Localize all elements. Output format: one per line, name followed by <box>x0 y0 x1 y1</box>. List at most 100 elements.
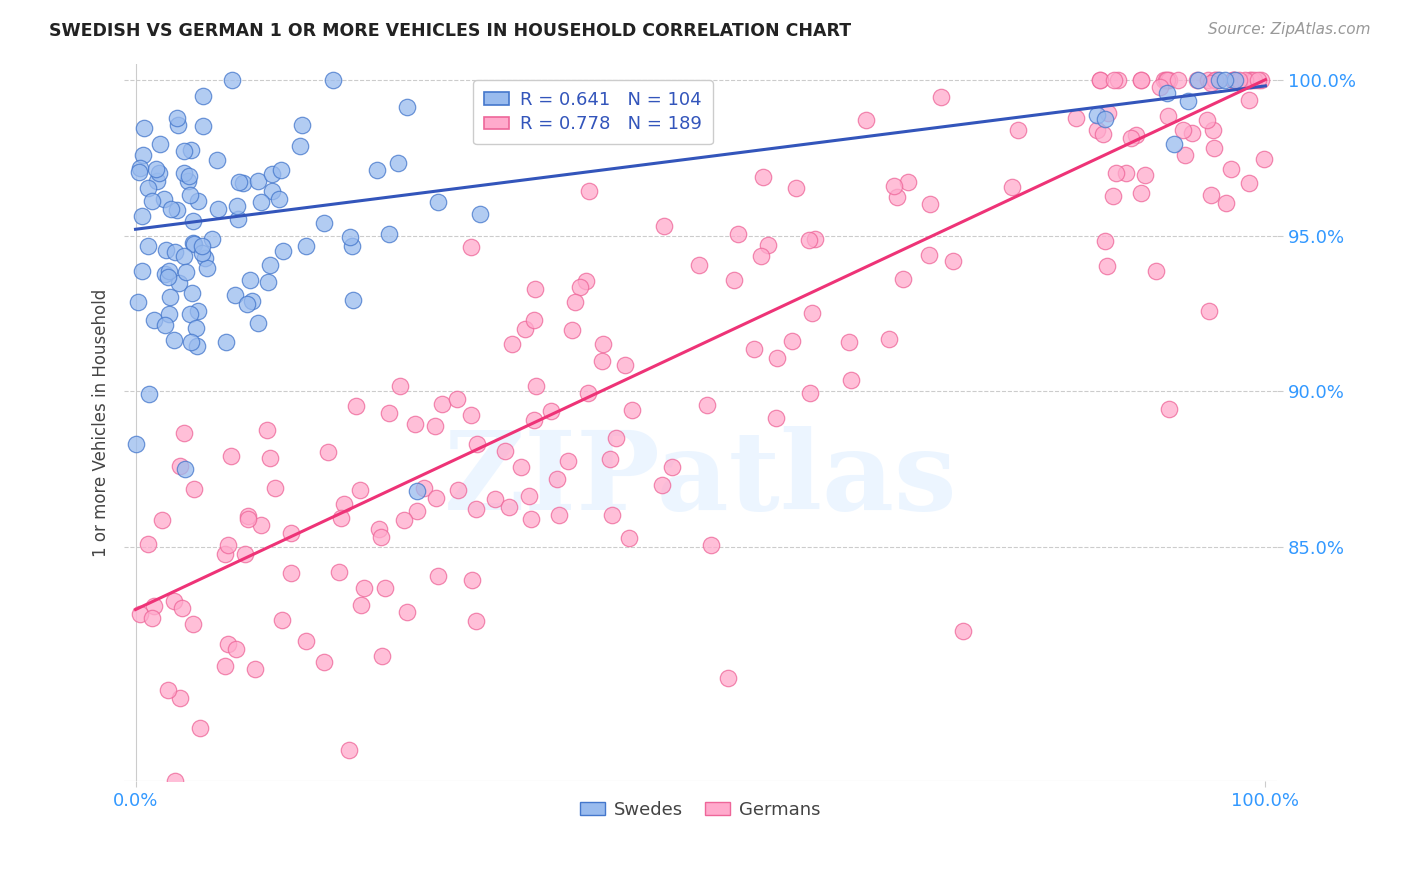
Point <box>225 641 247 656</box>
Point <box>162 333 184 347</box>
Point <box>374 581 396 595</box>
Point <box>688 258 710 272</box>
Point <box>174 462 197 476</box>
Point <box>342 293 364 308</box>
Point <box>179 188 201 202</box>
Point <box>318 445 340 459</box>
Point <box>1130 72 1153 87</box>
Point <box>138 239 160 253</box>
Point <box>727 227 749 241</box>
Point <box>378 407 401 421</box>
Point <box>412 481 434 495</box>
Point <box>181 214 204 228</box>
Point <box>524 378 547 392</box>
Point <box>1234 72 1257 87</box>
Point <box>187 303 209 318</box>
Point <box>183 482 205 496</box>
Point <box>389 379 412 393</box>
Point <box>1204 72 1226 87</box>
Point <box>756 238 779 252</box>
Point <box>1237 93 1260 107</box>
Point <box>804 232 827 246</box>
Point <box>152 192 174 206</box>
Point <box>226 212 249 227</box>
Point <box>470 207 492 221</box>
Point <box>271 244 294 259</box>
Point <box>197 261 219 276</box>
Point <box>619 531 641 545</box>
Point <box>1174 148 1197 162</box>
Point <box>425 491 447 505</box>
Point <box>661 460 683 475</box>
Point <box>1223 72 1246 87</box>
Point <box>312 216 335 230</box>
Point <box>723 273 745 287</box>
Point <box>1085 108 1108 122</box>
Point <box>427 194 450 209</box>
Point <box>148 166 170 180</box>
Point <box>460 240 482 254</box>
Point <box>405 484 427 499</box>
Point <box>146 174 169 188</box>
Point <box>387 155 409 169</box>
Point <box>141 194 163 209</box>
Point <box>1105 166 1128 180</box>
Point <box>1125 128 1147 143</box>
Point <box>260 167 283 181</box>
Point <box>461 573 484 587</box>
Point <box>173 144 195 158</box>
Point <box>288 138 311 153</box>
Point <box>186 339 208 353</box>
Point <box>246 316 269 330</box>
Point <box>136 536 159 550</box>
Point <box>1149 79 1171 94</box>
Point <box>1199 76 1222 90</box>
Point <box>1195 112 1218 127</box>
Point <box>423 418 446 433</box>
Point <box>1202 141 1225 155</box>
Point <box>879 332 901 346</box>
Point <box>1208 72 1230 87</box>
Point <box>156 683 179 698</box>
Point <box>599 452 621 467</box>
Point <box>426 569 449 583</box>
Point <box>245 662 267 676</box>
Point <box>128 164 150 178</box>
Point <box>205 153 228 167</box>
Point <box>131 264 153 278</box>
Point <box>143 599 166 613</box>
Point <box>460 408 482 422</box>
Point <box>169 691 191 706</box>
Point <box>578 184 600 198</box>
Point <box>269 192 291 206</box>
Point <box>217 538 239 552</box>
Point <box>328 565 350 579</box>
Point <box>891 272 914 286</box>
Point <box>613 358 636 372</box>
Point <box>576 386 599 401</box>
Point <box>236 508 259 523</box>
Point <box>1102 189 1125 203</box>
Point <box>396 606 419 620</box>
Point <box>1197 72 1219 87</box>
Point <box>271 613 294 627</box>
Point <box>494 444 516 458</box>
Point <box>250 195 273 210</box>
Point <box>749 250 772 264</box>
Point <box>654 219 676 233</box>
Point <box>1085 123 1108 137</box>
Point <box>1144 264 1167 278</box>
Point <box>179 307 201 321</box>
Point <box>131 148 153 162</box>
Point <box>1202 123 1225 137</box>
Point <box>159 290 181 304</box>
Point <box>801 306 824 320</box>
Point <box>291 118 314 132</box>
Point <box>498 500 520 514</box>
Point <box>1157 402 1180 417</box>
Legend: Swedes, Germans: Swedes, Germans <box>572 793 828 826</box>
Point <box>942 254 965 268</box>
Point <box>172 601 194 615</box>
Point <box>349 483 371 498</box>
Point <box>129 161 152 175</box>
